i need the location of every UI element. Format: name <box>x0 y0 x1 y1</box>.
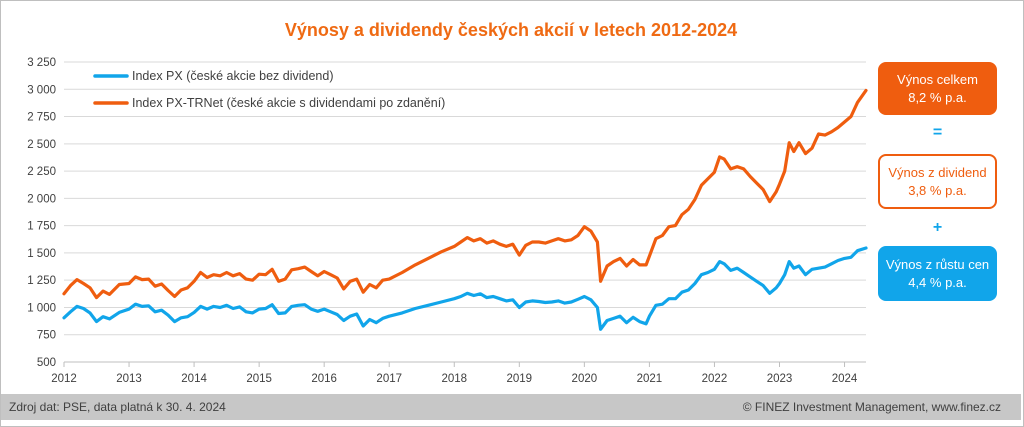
gridlines <box>64 61 866 363</box>
y-tick-label: 3 250 <box>27 57 56 69</box>
growth-return-box: Výnos z růstu cen 4,4 % p.a. <box>878 246 997 301</box>
x-tick-label: 2018 <box>441 373 467 385</box>
x-tick-label: 2014 <box>181 373 207 385</box>
x-tick-label: 2023 <box>767 373 793 385</box>
footer-bar: Zdroj dat: PSE, data platná k 30. 4. 202… <box>1 394 1021 420</box>
y-tick-label: 1 000 <box>27 302 56 314</box>
x-tick-label: 2022 <box>702 373 728 385</box>
y-tick-label: 1 500 <box>27 248 56 260</box>
y-tick-label: 2 000 <box>27 193 56 205</box>
dividend-return-label: Výnos z dividend <box>888 164 987 180</box>
y-tick-label: 1 750 <box>27 221 56 233</box>
x-axis-ticks: 2012 2013 2014 2015 2016 2017 2018 2019 2020 2021… <box>51 362 858 385</box>
total-return-value: 8,2 % p.a. <box>908 89 967 105</box>
x-tick-label: 2017 <box>376 373 402 385</box>
y-tick-label: 2 250 <box>27 166 56 178</box>
growth-return-label: Výnos z růstu cen <box>885 256 990 272</box>
copyright: © FINEZ Investment Management, www.finez… <box>742 400 1001 414</box>
series-line-px-trnet <box>62 88 868 300</box>
series-lines <box>62 88 868 331</box>
y-axis-ticks: 3 250 3 000 2 750 2 500 2 250 2 000 1 750 1 500… <box>27 57 56 369</box>
series-line-px <box>62 246 868 331</box>
total-return-label: Výnos celkem <box>897 71 978 87</box>
chart-title: Výnosy a dividendy českých akcií v letec… <box>284 20 738 40</box>
x-tick-label: 2015 <box>246 373 272 385</box>
growth-return-value: 4,4 % p.a. <box>908 274 967 290</box>
y-tick-label: 2 500 <box>27 139 56 151</box>
dividend-return-box: Výnos z dividend 3,8 % p.a. <box>878 154 997 209</box>
x-tick-label: 2024 <box>832 373 858 385</box>
legend-label: Index PX (české akcie bez dividend) <box>132 69 334 83</box>
data-source: Zdroj dat: PSE, data platná k 30. 4. 202… <box>9 400 226 414</box>
x-tick-label: 2013 <box>116 373 142 385</box>
dividend-return-value: 3,8 % p.a. <box>908 182 967 198</box>
y-tick-label: 2 750 <box>27 112 56 124</box>
x-tick-label: 2012 <box>51 373 77 385</box>
x-tick-label: 2020 <box>572 373 598 385</box>
y-tick-label: 500 <box>37 357 56 369</box>
x-tick-label: 2016 <box>311 373 337 385</box>
total-return-box: Výnos celkem 8,2 % p.a. <box>878 62 997 115</box>
x-tick-label: 2021 <box>637 373 663 385</box>
legend-label: Index PX-TRNet (české akcie s dividendam… <box>132 96 445 110</box>
equals-sign: = <box>932 124 943 141</box>
y-tick-label: 750 <box>37 330 56 342</box>
plus-sign: + <box>932 219 943 236</box>
y-tick-label: 3 000 <box>27 84 56 96</box>
y-tick-label: 1 250 <box>27 275 56 287</box>
x-tick-label: 2019 <box>507 373 533 385</box>
legend: Index PX (české akcie bez dividend) Index… <box>93 69 445 110</box>
